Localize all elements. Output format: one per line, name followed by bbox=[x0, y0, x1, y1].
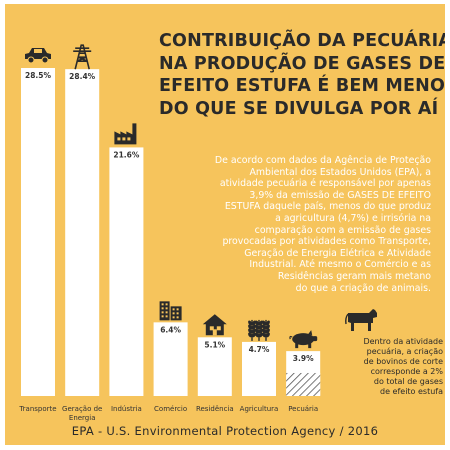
category-label: Energia bbox=[69, 414, 96, 422]
body-text-line: comparação com a emissão de gases bbox=[254, 224, 431, 236]
body-text: De acordo com dados da Agência de Proteç… bbox=[177, 155, 431, 294]
body-text-line: provocadas por atividades como Transport… bbox=[222, 236, 431, 248]
bar-1 bbox=[65, 69, 100, 396]
headline: CONTRIBUIÇÃO DA PECUÁRIA NA PRODUÇÃO DE G… bbox=[159, 30, 445, 120]
value-label: 4.7% bbox=[249, 345, 270, 354]
bar-0 bbox=[21, 68, 55, 396]
value-label: 28.4% bbox=[69, 72, 96, 81]
category-label: Agricultura bbox=[240, 405, 279, 413]
value-label: 3.9% bbox=[293, 354, 314, 363]
footnote-line: pecuária, a criação bbox=[366, 347, 443, 356]
category-label: Indústria bbox=[111, 405, 142, 413]
bar-4 bbox=[197, 337, 232, 396]
office-building-icon bbox=[159, 301, 182, 321]
headline-line: CONTRIBUIÇÃO DA PECUÁRIA bbox=[159, 31, 445, 51]
bar-5 bbox=[242, 341, 276, 396]
footnote-line: de bovinos de corte bbox=[363, 357, 443, 366]
infographic-poster: 28.5% Transporte 28.4% Geração de Energia 21.… bbox=[5, 4, 445, 445]
category-label: Comércio bbox=[154, 405, 187, 413]
category-label: Transporte bbox=[18, 405, 56, 413]
footnote-line: corresponde a 2% bbox=[370, 367, 443, 376]
footnote-line: de efeito estufa bbox=[379, 387, 443, 396]
body-text-line: a agricultura (4,7%) e irrisória na bbox=[275, 212, 431, 224]
body-text-line: De acordo com dados da Agência de Proteç… bbox=[214, 155, 431, 166]
value-label: 5.1% bbox=[204, 340, 225, 349]
bar-highlight-cattle bbox=[286, 372, 321, 396]
body-text-line: do que a criação de animais. bbox=[295, 282, 431, 294]
house-icon bbox=[202, 314, 227, 336]
value-label: 6.4% bbox=[160, 325, 181, 334]
category-label: Geração de bbox=[62, 405, 102, 413]
footnote-line: do total de gases bbox=[373, 377, 443, 386]
bar-2 bbox=[109, 147, 144, 396]
cattle-footnote: Dentro da atividade pecuária, a criação de… bbox=[331, 337, 443, 397]
headline-line: NA PRODUÇÃO DE GASES DE bbox=[159, 53, 445, 74]
body-text-line: Ambiental dos Estados Unidos (EPA), a bbox=[249, 166, 431, 178]
bar-3 bbox=[153, 322, 188, 396]
car-icon bbox=[25, 48, 51, 64]
cow-icon bbox=[345, 309, 377, 331]
value-label: 21.6% bbox=[113, 150, 140, 159]
category-label: Pecuária bbox=[288, 405, 318, 413]
headline-line: DO QUE SE DIVULGA POR AÍ bbox=[159, 98, 439, 119]
wheat-icon bbox=[248, 319, 270, 341]
pig-icon bbox=[289, 330, 318, 349]
body-text-line: Residências geram mais metano bbox=[277, 270, 431, 282]
factory-icon bbox=[114, 123, 137, 145]
body-text-line: 3,9% da emissão de GASES DE EFEITO bbox=[249, 189, 431, 201]
power-tower-icon bbox=[73, 44, 92, 70]
body-text-line: atividade pecuária é responsável por ape… bbox=[219, 178, 431, 190]
category-label: Residência bbox=[196, 405, 234, 413]
body-text-line: Industrial. Até mesmo o Comércio e as bbox=[249, 259, 431, 271]
source-credit: EPA - U.S. Environmental Protection Agen… bbox=[71, 424, 379, 438]
footnote-line: Dentro da atividade bbox=[363, 337, 443, 346]
body-text-line: ESTUFA daquele país, menos do que produz bbox=[224, 201, 431, 213]
value-label: 28.5% bbox=[25, 71, 52, 80]
headline-line: EFEITO ESTUFA É BEM MENOR bbox=[159, 76, 445, 96]
body-text-line: Geração de Energia Elétrica e Atividade bbox=[244, 247, 431, 259]
